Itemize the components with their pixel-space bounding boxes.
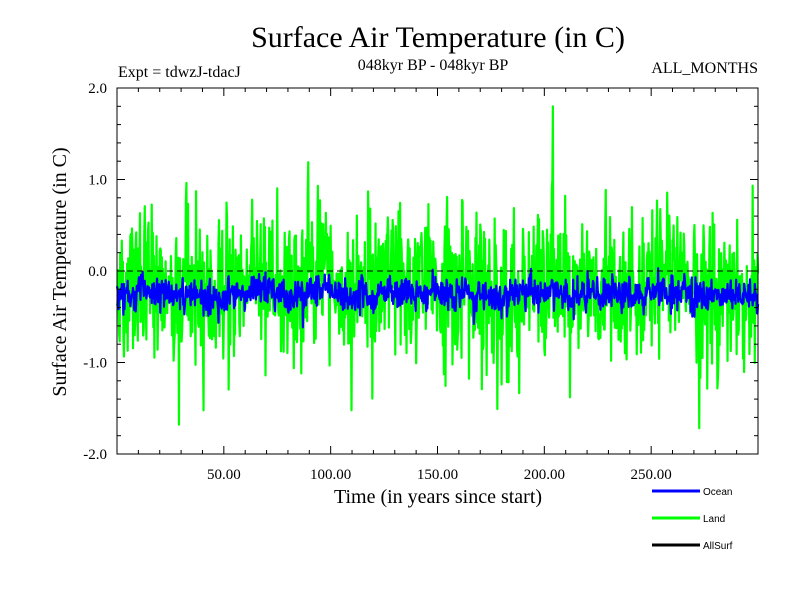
series-land-line: [115, 105, 760, 430]
experiment-label: Expt = tdwzJ-tdacJ: [118, 64, 241, 81]
x-tick-label: 100.00: [310, 467, 351, 483]
x-tick-label: 250.00: [631, 467, 672, 483]
y-tick-label: 2.0: [88, 81, 107, 97]
months-label: ALL_MONTHS: [651, 60, 758, 77]
x-tick-label: 150.00: [417, 467, 458, 483]
y-tick-label: -2.0: [83, 447, 107, 463]
x-tick-label: 50.00: [207, 467, 241, 483]
y-tick-label: 0.0: [88, 264, 107, 280]
y-axis-label: Surface Air Temperature (in C): [49, 147, 71, 396]
axis-ticks: 50.00 100.00 150.00 200.00 250.00 -2.0 -1.0 0.0…: [83, 81, 758, 483]
legend: Ocean Land AllSurf: [652, 487, 733, 552]
x-axis-label: Time (in years since start): [334, 486, 542, 508]
plot-area: 50.00 100.00 150.00 200.00 250.00 -2.0 -1.0 0.0…: [83, 81, 760, 483]
series-ocean-line: [115, 267, 760, 329]
y-tick-label: 1.0: [88, 173, 107, 189]
x-tick-label: 200.00: [524, 467, 565, 483]
y-tick-label: -1.0: [83, 356, 107, 372]
legend-label: Land: [703, 514, 725, 525]
series-layer: [115, 105, 760, 430]
period-label: 048kyr BP - 048kyr BP: [358, 57, 509, 74]
legend-label: AllSurf: [703, 541, 733, 552]
legend-label: Ocean: [703, 487, 732, 498]
chart-title: Surface Air Temperature (in C): [251, 21, 625, 54]
